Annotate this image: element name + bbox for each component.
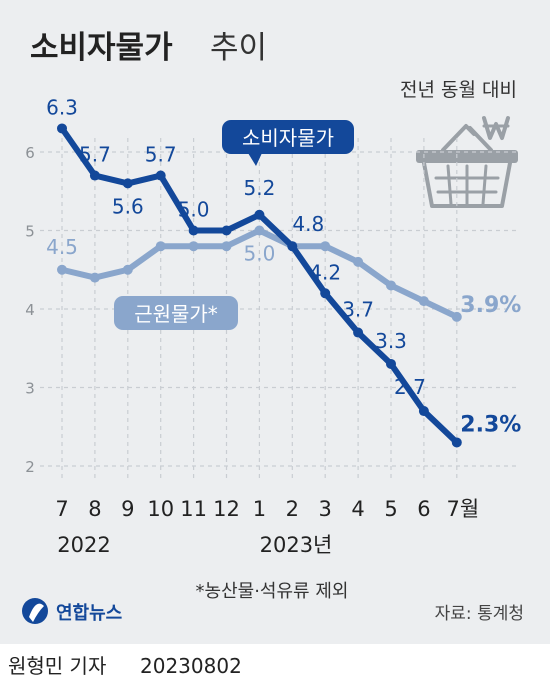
data-label: 5.7 bbox=[79, 143, 111, 167]
data-point bbox=[155, 241, 166, 252]
series-layer bbox=[57, 123, 462, 448]
x-tick-label: 10 bbox=[147, 497, 174, 521]
x-tick-label: 7 bbox=[55, 497, 68, 521]
data-point bbox=[451, 311, 462, 322]
x-tick-label: 1 bbox=[253, 497, 266, 521]
x-tick-label: 4 bbox=[351, 497, 364, 521]
y-tick-label: 4 bbox=[25, 301, 35, 319]
data-label: 2.7 bbox=[394, 375, 426, 399]
data-label: 4.5 bbox=[46, 235, 78, 259]
data-point bbox=[57, 264, 67, 275]
data-label: 6.3 bbox=[46, 95, 78, 119]
legend-core: 근원물가* bbox=[114, 296, 238, 330]
legend-core-label: 근원물가* bbox=[134, 302, 218, 326]
page-title-suffix: 추이 bbox=[210, 30, 267, 66]
y-tick-label: 6 bbox=[25, 144, 35, 162]
data-point bbox=[353, 327, 364, 338]
data-point bbox=[89, 272, 100, 283]
legend-cpi: 소비자물가 bbox=[222, 120, 354, 166]
credit-bar: 원형민 기자 20230802 bbox=[0, 644, 550, 686]
x-tick-label: 2 bbox=[286, 497, 299, 521]
data-point bbox=[57, 123, 67, 134]
y-tick-labels: 2 3 4 5 6 bbox=[25, 144, 35, 476]
data-point bbox=[386, 358, 396, 369]
x-tick-label: 6 bbox=[417, 497, 430, 521]
data-point bbox=[287, 241, 298, 252]
data-label: 3.9% bbox=[460, 293, 521, 318]
data-point bbox=[188, 241, 199, 252]
data-point bbox=[221, 241, 232, 252]
year-label-2022: 2022 bbox=[57, 533, 110, 557]
footnote: *농산물·석유류 제외 bbox=[196, 581, 349, 602]
data-labels: 6.35.75.65.75.05.24.84.23.73.32.72.3%4.5… bbox=[46, 95, 521, 437]
x-guides bbox=[61, 138, 458, 478]
year-label-2023: 2023년 bbox=[260, 533, 333, 557]
data-point bbox=[320, 241, 331, 252]
data-point bbox=[418, 296, 429, 307]
x-tick-label: 12 bbox=[213, 497, 240, 521]
data-point bbox=[221, 225, 232, 236]
data-label: 3.3 bbox=[375, 329, 407, 353]
data-point bbox=[254, 209, 265, 220]
shopping-basket-won-icon bbox=[416, 116, 518, 208]
credit-svg: 원형민 기자 20230802 bbox=[8, 654, 242, 678]
x-tick-label: 5 bbox=[384, 497, 397, 521]
yonhap-logo-icon bbox=[22, 598, 48, 624]
x-tick-label: 3 bbox=[319, 497, 332, 521]
y-tick-label: 3 bbox=[25, 380, 35, 398]
x-tick-labels: 7 8 9 10 11 12 1 2 3 4 5 6 7월 bbox=[55, 497, 479, 521]
data-label: 4.2 bbox=[309, 260, 341, 284]
data-label: 5.7 bbox=[145, 143, 177, 167]
brand-name: 연합뉴스 bbox=[56, 602, 122, 624]
data-label: 4.8 bbox=[292, 212, 324, 236]
data-point bbox=[89, 170, 100, 181]
x-tick-label: 11 bbox=[180, 497, 207, 521]
legend-cpi-label: 소비자물가 bbox=[242, 126, 334, 150]
data-point bbox=[418, 406, 429, 417]
data-label: 3.7 bbox=[342, 298, 374, 322]
comparison-note: 전년 동월 대비 bbox=[400, 79, 517, 101]
y-tick-label: 5 bbox=[25, 223, 35, 241]
data-point bbox=[386, 280, 396, 291]
credit-date: 20230802 bbox=[140, 654, 242, 678]
data-point bbox=[155, 170, 166, 181]
data-label: 2.3% bbox=[460, 412, 521, 437]
source-note: 자료: 통계청 bbox=[435, 604, 524, 624]
x-tick-label: 8 bbox=[88, 497, 101, 521]
data-point bbox=[122, 178, 133, 189]
data-point bbox=[254, 225, 265, 236]
data-point bbox=[320, 288, 331, 299]
data-point bbox=[353, 256, 364, 267]
reporter-name: 원형민 기자 bbox=[8, 654, 106, 678]
data-label: 5.6 bbox=[112, 194, 144, 218]
data-label: 5.0 bbox=[178, 198, 210, 222]
data-point bbox=[188, 225, 199, 236]
page-title: 소비자물가 bbox=[30, 30, 173, 66]
data-point bbox=[122, 264, 133, 275]
x-tick-label: 9 bbox=[121, 497, 134, 521]
x-tick-label: 7월 bbox=[446, 497, 479, 521]
data-point bbox=[451, 437, 462, 448]
data-label: 5.2 bbox=[243, 176, 275, 200]
data-label: 5.0 bbox=[243, 242, 275, 266]
y-tick-label: 2 bbox=[25, 458, 35, 476]
